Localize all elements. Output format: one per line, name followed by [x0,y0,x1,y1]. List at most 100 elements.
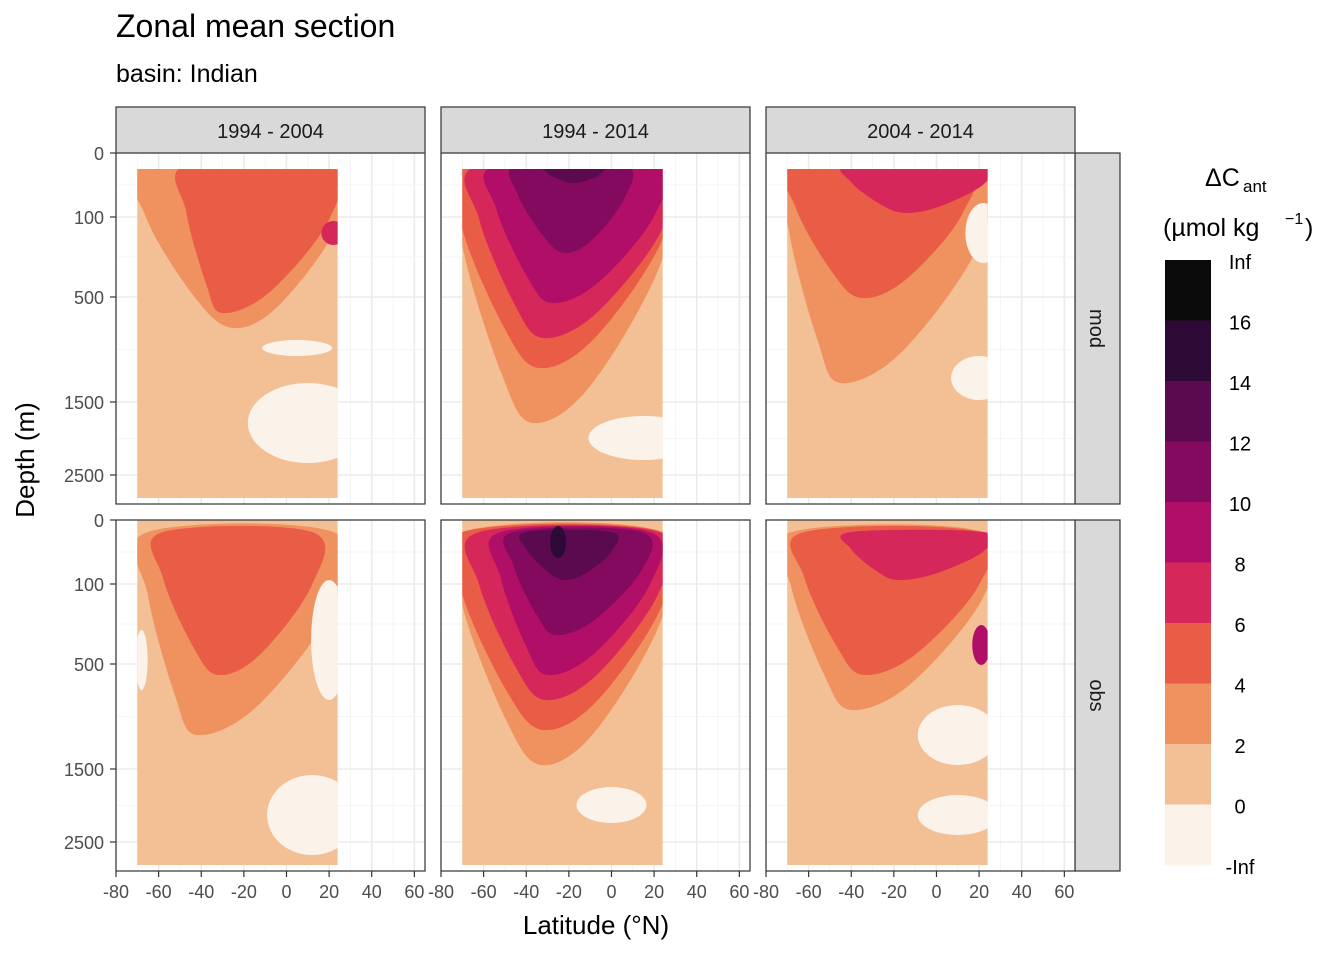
legend-break-label: 4 [1234,676,1245,698]
contour-patch [576,787,647,823]
facet-strip-column-label: 2004 - 2014 [867,121,974,143]
x-tick-label: -20 [231,882,257,902]
legend-break-label: 2 [1234,736,1245,758]
x-tick-label: -80 [428,882,454,902]
contour-patch [965,203,988,263]
contour-patch [262,340,333,356]
x-tick-label: 60 [1054,882,1074,902]
facet-strip-column-label: 1994 - 2004 [217,121,324,143]
x-tick-label: 20 [644,882,664,902]
contour-patch [137,630,148,690]
panel-border [115,519,426,872]
panel-border [440,152,751,505]
facet-strip-column [765,106,1076,154]
y-tick-label: 100 [74,208,104,228]
x-tick-label: -60 [146,882,172,902]
contour-patch [321,221,338,245]
y-tick-label: 1500 [64,393,104,413]
contour-band [230,169,310,204]
contour-patch [951,356,988,400]
legend-color-swatch [1165,381,1211,442]
x-tick-label: 20 [969,882,989,902]
y-tick-label: 500 [74,288,104,308]
legend-break-label: 16 [1229,313,1251,335]
contour-band [519,529,619,581]
contour-band [150,525,326,676]
contour-patch [247,383,338,463]
panel-border [115,152,426,505]
y-tick-label: 100 [74,575,104,595]
x-tick-label: 40 [687,882,707,902]
x-tick-label: -80 [103,882,129,902]
x-tick-label: 0 [606,882,616,902]
panel-border [765,519,1076,872]
x-tick-label: -20 [881,882,907,902]
legend-break-label: 8 [1234,555,1245,577]
facet-strip-column-label: 1994 - 2014 [542,121,649,143]
legend-break-label: 10 [1229,494,1251,516]
legend-title: ΔC [1205,164,1240,192]
x-tick-label: 60 [729,882,749,902]
x-tick-label: -40 [513,882,539,902]
chart-title: Zonal mean section [116,8,396,44]
x-axis-label: Latitude (°N) [522,910,670,940]
x-tick-label: 20 [319,882,339,902]
y-tick-label: 2500 [64,466,104,486]
legend-break-label: Inf [1229,252,1252,274]
legend-break-label: 6 [1234,615,1245,637]
legend-color-swatch [1165,502,1211,563]
contour-patch [917,795,988,835]
chart-subtitle: basin: Indian [116,60,258,88]
x-tick-label: -40 [838,882,864,902]
y-axis-label: Depth (m) [6,340,46,580]
x-tick-label: -20 [556,882,582,902]
y-tick-label: 0 [94,511,104,531]
x-tick-label: -60 [796,882,822,902]
facet-strip-row-label: mod [1085,309,1107,348]
facet-strip-row-label: obs [1085,679,1107,711]
legend-color-swatch [1165,623,1211,684]
legend-color-swatch [1165,562,1211,624]
contour-patch [917,705,988,765]
legend-break-label: 14 [1229,373,1251,395]
legend-unit-close: ) [1305,214,1313,242]
y-axis-label-text: Depth (m) [10,402,40,518]
legend-color-swatch [1165,260,1211,321]
contour-patch [588,416,663,460]
legend-unit: (µmol kg [1163,214,1259,242]
x-tick-label: 40 [362,882,382,902]
legend-color-swatch [1165,683,1211,745]
panel-border [765,152,1076,505]
x-tick-label: 0 [281,882,291,902]
y-tick-label: 1500 [64,760,104,780]
y-tick-label: 500 [74,655,104,675]
x-tick-label: -60 [471,882,497,902]
y-tick-label: 0 [94,144,104,164]
legend-color-swatch [1165,320,1211,382]
legend-break-label: 12 [1229,434,1251,456]
x-tick-label: 0 [931,882,941,902]
contour-patch [311,580,338,700]
facet-strip-row [1074,152,1121,505]
x-tick-label: 40 [1012,882,1032,902]
panel-border [440,519,751,872]
contour-band [840,529,988,581]
contour-band [543,169,606,184]
facet-strip-column [440,106,751,154]
contour-patch [550,526,567,558]
y-tick-label: 2500 [64,833,104,853]
x-tick-label: -80 [753,882,779,902]
facet-strip-row [1074,519,1121,872]
legend-title-subscript: ant [1243,177,1267,196]
contour-patch [972,625,988,665]
contour-band [174,169,338,314]
legend-color-swatch [1165,744,1211,805]
x-tick-label: 60 [404,882,424,902]
legend-break-label: 0 [1234,797,1245,819]
legend-color-swatch [1165,804,1211,866]
legend-unit-superscript: −1 [1285,211,1303,228]
legend-color-swatch [1165,441,1211,503]
x-tick-label: -40 [188,882,214,902]
contour-band [840,169,988,214]
